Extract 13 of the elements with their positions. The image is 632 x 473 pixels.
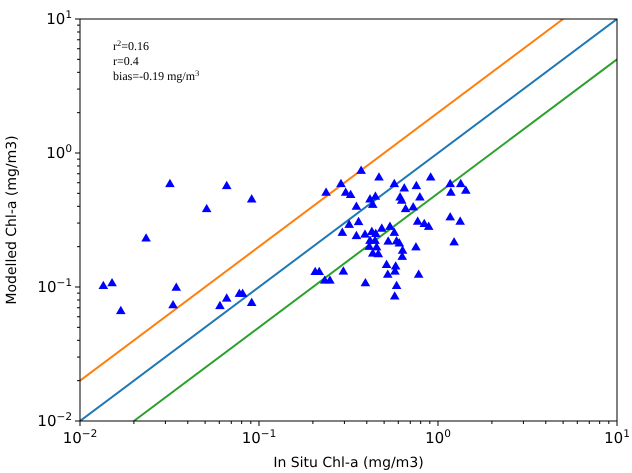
x-tick-label: 10$^{1}$ — [604, 428, 630, 447]
y-tick-label: 10$^{1}$ — [46, 9, 72, 28]
x-tick-label: 10$^{−2}$ — [62, 428, 98, 447]
x-axis-title: In Situ Chl-a (mg/m3) — [273, 455, 424, 471]
annotation: bias=-0.19 mg/m$^{3}$ — [113, 68, 200, 83]
x-tick-label: 10$^{−1}$ — [242, 428, 276, 447]
y-tick-label: 10$^{−2}$ — [37, 411, 72, 430]
annotation: r$^{2}$=0.16 — [113, 38, 149, 53]
x-tick-label: 10$^{0}$ — [425, 428, 451, 447]
y-tick-label: 10$^{−1}$ — [37, 277, 72, 296]
annotation: r=0.4 — [113, 54, 139, 68]
y-axis-title: Modelled Chl-a (mg/m3) — [4, 135, 20, 305]
y-tick-label: 10$^{0}$ — [46, 143, 72, 162]
